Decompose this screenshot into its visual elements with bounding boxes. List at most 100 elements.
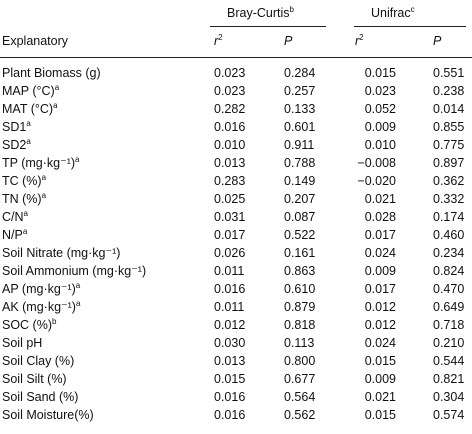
bc-r2-cell: 0.017 xyxy=(214,228,246,242)
bc-p-cell: 0.087 xyxy=(284,210,316,224)
unifrac-rule xyxy=(354,26,466,27)
bc-p-cell: 0.610 xyxy=(284,282,316,296)
footnote-marker: a xyxy=(53,101,58,110)
bc-p-cell: 0.161 xyxy=(284,246,316,260)
bc-r2-cell: 0.016 xyxy=(214,282,246,296)
uf-p-cell: 0.238 xyxy=(433,84,465,98)
bc-p-cell: 0.284 xyxy=(284,66,316,80)
bray-curtis-header: Bray-Curtisb xyxy=(227,5,294,21)
uf-p-cell: 0.649 xyxy=(433,300,465,314)
footnote-marker: a xyxy=(75,299,81,308)
uf-r2-cell: 0.015 xyxy=(364,408,396,422)
bc-r2-cell: 0.010 xyxy=(214,138,246,152)
bc-p-cell: 0.800 xyxy=(284,354,316,368)
uf-r2-cell: −0.008 xyxy=(357,156,396,170)
bc-r2-cell: 0.023 xyxy=(214,84,246,98)
bc-p-cell: 0.257 xyxy=(284,84,316,98)
row-label: Soil Clay (%) xyxy=(2,354,75,368)
bc-r2-cell: 0.013 xyxy=(214,354,246,368)
bc-p-cell: 0.113 xyxy=(284,336,315,350)
uf-p-cell: 0.551 xyxy=(433,66,465,80)
bc-p-cell: 0.677 xyxy=(284,372,316,386)
uf-r2-cell: 0.028 xyxy=(364,210,396,224)
bc-p-cell: 0.149 xyxy=(284,174,316,188)
bc-r2-cell: 0.015 xyxy=(214,372,246,386)
uf-r2-cell: 0.009 xyxy=(364,372,396,386)
bc-r2-cell: 0.031 xyxy=(214,210,246,224)
unifrac-header: Unifracc xyxy=(371,5,415,21)
bc-r2-cell: 0.026 xyxy=(214,246,246,260)
header-rule xyxy=(0,57,472,58)
footnote-marker: a xyxy=(75,281,81,290)
bray-curtis-rule xyxy=(210,26,326,27)
row-label: AK (mg·kg⁻¹)a xyxy=(2,299,81,315)
bc-r2-cell: 0.025 xyxy=(214,192,246,206)
uf-p-cell: 0.460 xyxy=(433,228,465,242)
bc-r2-cell: 0.016 xyxy=(214,390,246,404)
uf-r2-cell: 0.017 xyxy=(364,282,396,296)
bc-p-cell: 0.879 xyxy=(284,300,316,314)
footnote-marker: a xyxy=(26,119,31,128)
bc-r2-cell: 0.011 xyxy=(214,264,245,278)
footnote-marker: a xyxy=(41,173,47,182)
uf-p-cell: 0.821 xyxy=(433,372,465,386)
uf-p-cell: 0.775 xyxy=(433,138,465,152)
bc-r2-cell: 0.011 xyxy=(214,300,245,314)
uf-p-cell: 0.014 xyxy=(433,102,465,116)
bc-p-cell: 0.788 xyxy=(284,156,316,170)
row-label: Soil Moisture(%) xyxy=(2,408,94,422)
uf-p-cell: 0.718 xyxy=(433,318,465,332)
row-label: SOC (%)b xyxy=(2,317,57,333)
uf-r2-cell: 0.017 xyxy=(364,228,396,242)
uf-r2-cell: 0.024 xyxy=(364,246,396,260)
bc-r2-cell: 0.013 xyxy=(214,156,246,170)
uf-p-cell: 0.304 xyxy=(433,390,465,404)
bc-p-cell: 0.818 xyxy=(284,318,316,332)
bc-r2-cell: 0.283 xyxy=(214,174,246,188)
uf-p-header: P xyxy=(433,34,442,48)
row-label: SD2a xyxy=(2,137,31,153)
uf-r2-cell: 0.021 xyxy=(364,390,396,404)
row-label: Soil Silt (%) xyxy=(2,372,67,386)
footnote-marker: a xyxy=(22,227,28,236)
bc-r2-cell: 0.030 xyxy=(214,336,246,350)
uf-r2-cell: 0.023 xyxy=(364,84,396,98)
uf-r2-cell: 0.009 xyxy=(364,264,396,278)
row-label: TC (%)a xyxy=(2,173,47,189)
explanatory-header: Explanatory xyxy=(2,34,69,48)
bc-r2-header: r2 xyxy=(214,33,223,49)
row-label: AP (mg·kg⁻¹)a xyxy=(2,281,81,297)
row-label: MAP (°C)a xyxy=(2,83,60,99)
uf-r2-cell: 0.052 xyxy=(364,102,396,116)
bc-p-cell: 0.601 xyxy=(284,120,316,134)
uf-r2-cell: 0.015 xyxy=(364,354,396,368)
uf-r2-cell: 0.012 xyxy=(364,318,396,332)
uf-r2-cell: 0.009 xyxy=(364,120,396,134)
row-label: SD1a xyxy=(2,119,31,135)
row-label: Soil Ammonium (mg·kg⁻¹) xyxy=(2,264,147,278)
bc-r2-cell: 0.282 xyxy=(214,102,246,116)
uf-p-cell: 0.332 xyxy=(433,192,465,206)
row-label: Soil pH xyxy=(2,336,43,350)
bc-p-cell: 0.133 xyxy=(284,102,316,116)
uf-r2-cell: 0.010 xyxy=(364,138,396,152)
bc-r2-cell: 0.016 xyxy=(214,120,246,134)
bc-p-cell: 0.564 xyxy=(284,390,316,404)
bc-p-cell: 0.911 xyxy=(284,138,315,152)
bc-r2-cell: 0.012 xyxy=(214,318,246,332)
uf-r2-cell: 0.024 xyxy=(364,336,396,350)
footnote-marker: a xyxy=(26,137,31,146)
footnote-marker: a xyxy=(54,83,60,92)
uf-p-cell: 0.544 xyxy=(433,354,465,368)
uf-p-cell: 0.362 xyxy=(433,174,465,188)
uf-p-cell: 0.470 xyxy=(433,282,465,296)
row-label: MAT (°C)a xyxy=(2,101,58,117)
uf-p-cell: 0.234 xyxy=(433,246,465,260)
uf-p-cell: 0.824 xyxy=(433,264,465,278)
row-label: Soil Nitrate (mg·kg⁻¹) xyxy=(2,246,121,260)
uf-p-cell: 0.855 xyxy=(433,120,465,134)
bc-p-cell: 0.562 xyxy=(284,408,316,422)
uf-r2-cell: 0.021 xyxy=(364,192,396,206)
uf-p-cell: 0.897 xyxy=(433,156,465,170)
